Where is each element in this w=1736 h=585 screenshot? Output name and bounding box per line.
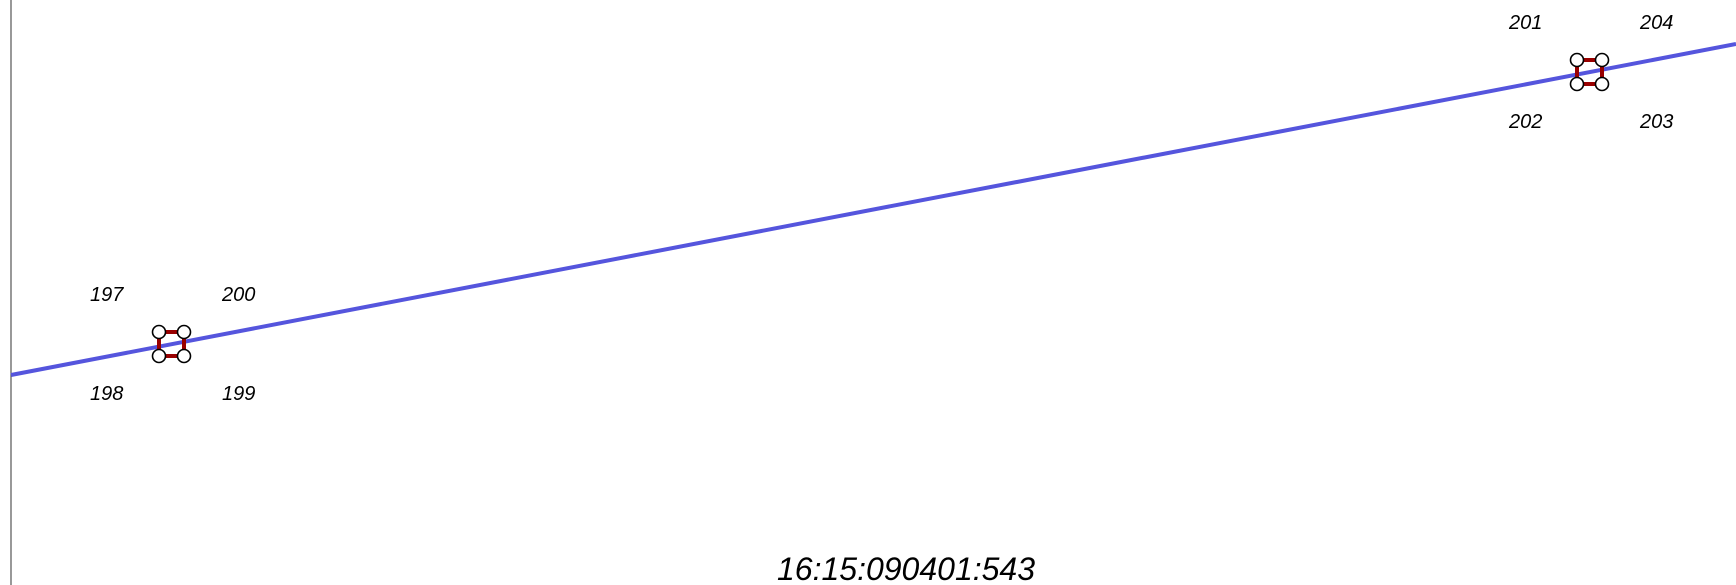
vertex-201 [1569, 52, 1585, 68]
point-label-204: 204 [1639, 12, 1673, 34]
parcel-number-label: 16:15:090401:543 [777, 551, 1035, 585]
vertex-204 [1594, 52, 1610, 68]
vertex-199 [176, 348, 192, 364]
point-label-203: 203 [1639, 111, 1673, 133]
vertex-203 [1594, 76, 1610, 92]
point-label-201: 201 [1508, 12, 1542, 34]
footprint-east: 201 202 203 204 [1508, 12, 1673, 133]
point-label-200: 200 [221, 284, 255, 306]
point-label-197: 197 [90, 284, 124, 306]
point-label-202: 202 [1508, 111, 1542, 133]
parcel-boundary-line [10, 42, 1736, 377]
point-label-198: 198 [90, 383, 123, 405]
footprint-west: 197 198 199 200 [90, 284, 255, 405]
vertex-200 [176, 324, 192, 340]
vertex-202 [1569, 76, 1585, 92]
vertex-197 [151, 324, 167, 340]
vertex-198 [151, 348, 167, 364]
point-label-199: 199 [222, 383, 255, 405]
